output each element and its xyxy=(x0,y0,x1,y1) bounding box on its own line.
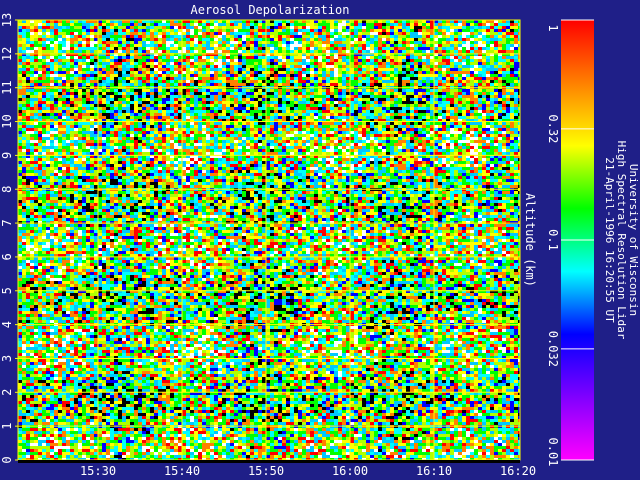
x-tick-label: 15:50 xyxy=(248,464,284,478)
chart-title: Aerosol Depolarization xyxy=(191,3,350,17)
y-tick-label: 12 xyxy=(0,47,14,61)
credit-line-2: High Spectral Resolution Lidar xyxy=(615,141,628,340)
x-tick-label: 16:20 xyxy=(500,464,536,478)
y-tick-label: 0 xyxy=(0,456,14,463)
y-tick-label: 9 xyxy=(0,152,14,159)
y-tick-label: 10 xyxy=(0,114,14,128)
colorbar-tick-label: 0.1 xyxy=(546,229,560,251)
y-tick-label: 6 xyxy=(0,253,14,260)
y-tick-label: 3 xyxy=(0,355,14,362)
colorbar-tick-label: 0.32 xyxy=(546,114,560,143)
x-tick-label: 16:10 xyxy=(416,464,452,478)
y-tick-label: 7 xyxy=(0,219,14,226)
colorbar-ticks: 0.01 0.032 0.1 0.32 1 xyxy=(546,19,594,467)
x-axis-bar xyxy=(18,460,520,463)
y-tick-label: 11 xyxy=(0,80,14,94)
x-tick-label: 15:30 xyxy=(80,464,116,478)
y-tick-label: 2 xyxy=(0,389,14,396)
credit-line-3: 21-April-1996 16:20:55 UT xyxy=(603,157,616,323)
credit-line-1: University of Wisconsin xyxy=(627,164,640,316)
y-tick-label: 4 xyxy=(0,321,14,328)
x-axis-ticks: 15:30 15:40 15:50 16:00 16:10 16:20 xyxy=(18,460,536,478)
x-tick-label: 16:00 xyxy=(332,464,368,478)
colorbar-tick-label: 0.01 xyxy=(546,438,560,467)
y-tick-label: 5 xyxy=(0,287,14,294)
y-tick-label: 1 xyxy=(0,423,14,430)
colorbar-tick-label: 0.032 xyxy=(546,331,560,367)
x-tick-label: 15:40 xyxy=(164,464,200,478)
depolarization-heatmap xyxy=(18,20,520,460)
plot-grid xyxy=(17,19,521,461)
y-tick-label: 8 xyxy=(0,186,14,193)
y-axis-label: Altitude (km) xyxy=(523,193,537,287)
colorbar-tick-label: 1 xyxy=(546,24,560,31)
instrument-credit: University of Wisconsin High Spectral Re… xyxy=(603,141,640,340)
y-tick-label: 13 xyxy=(0,13,14,27)
